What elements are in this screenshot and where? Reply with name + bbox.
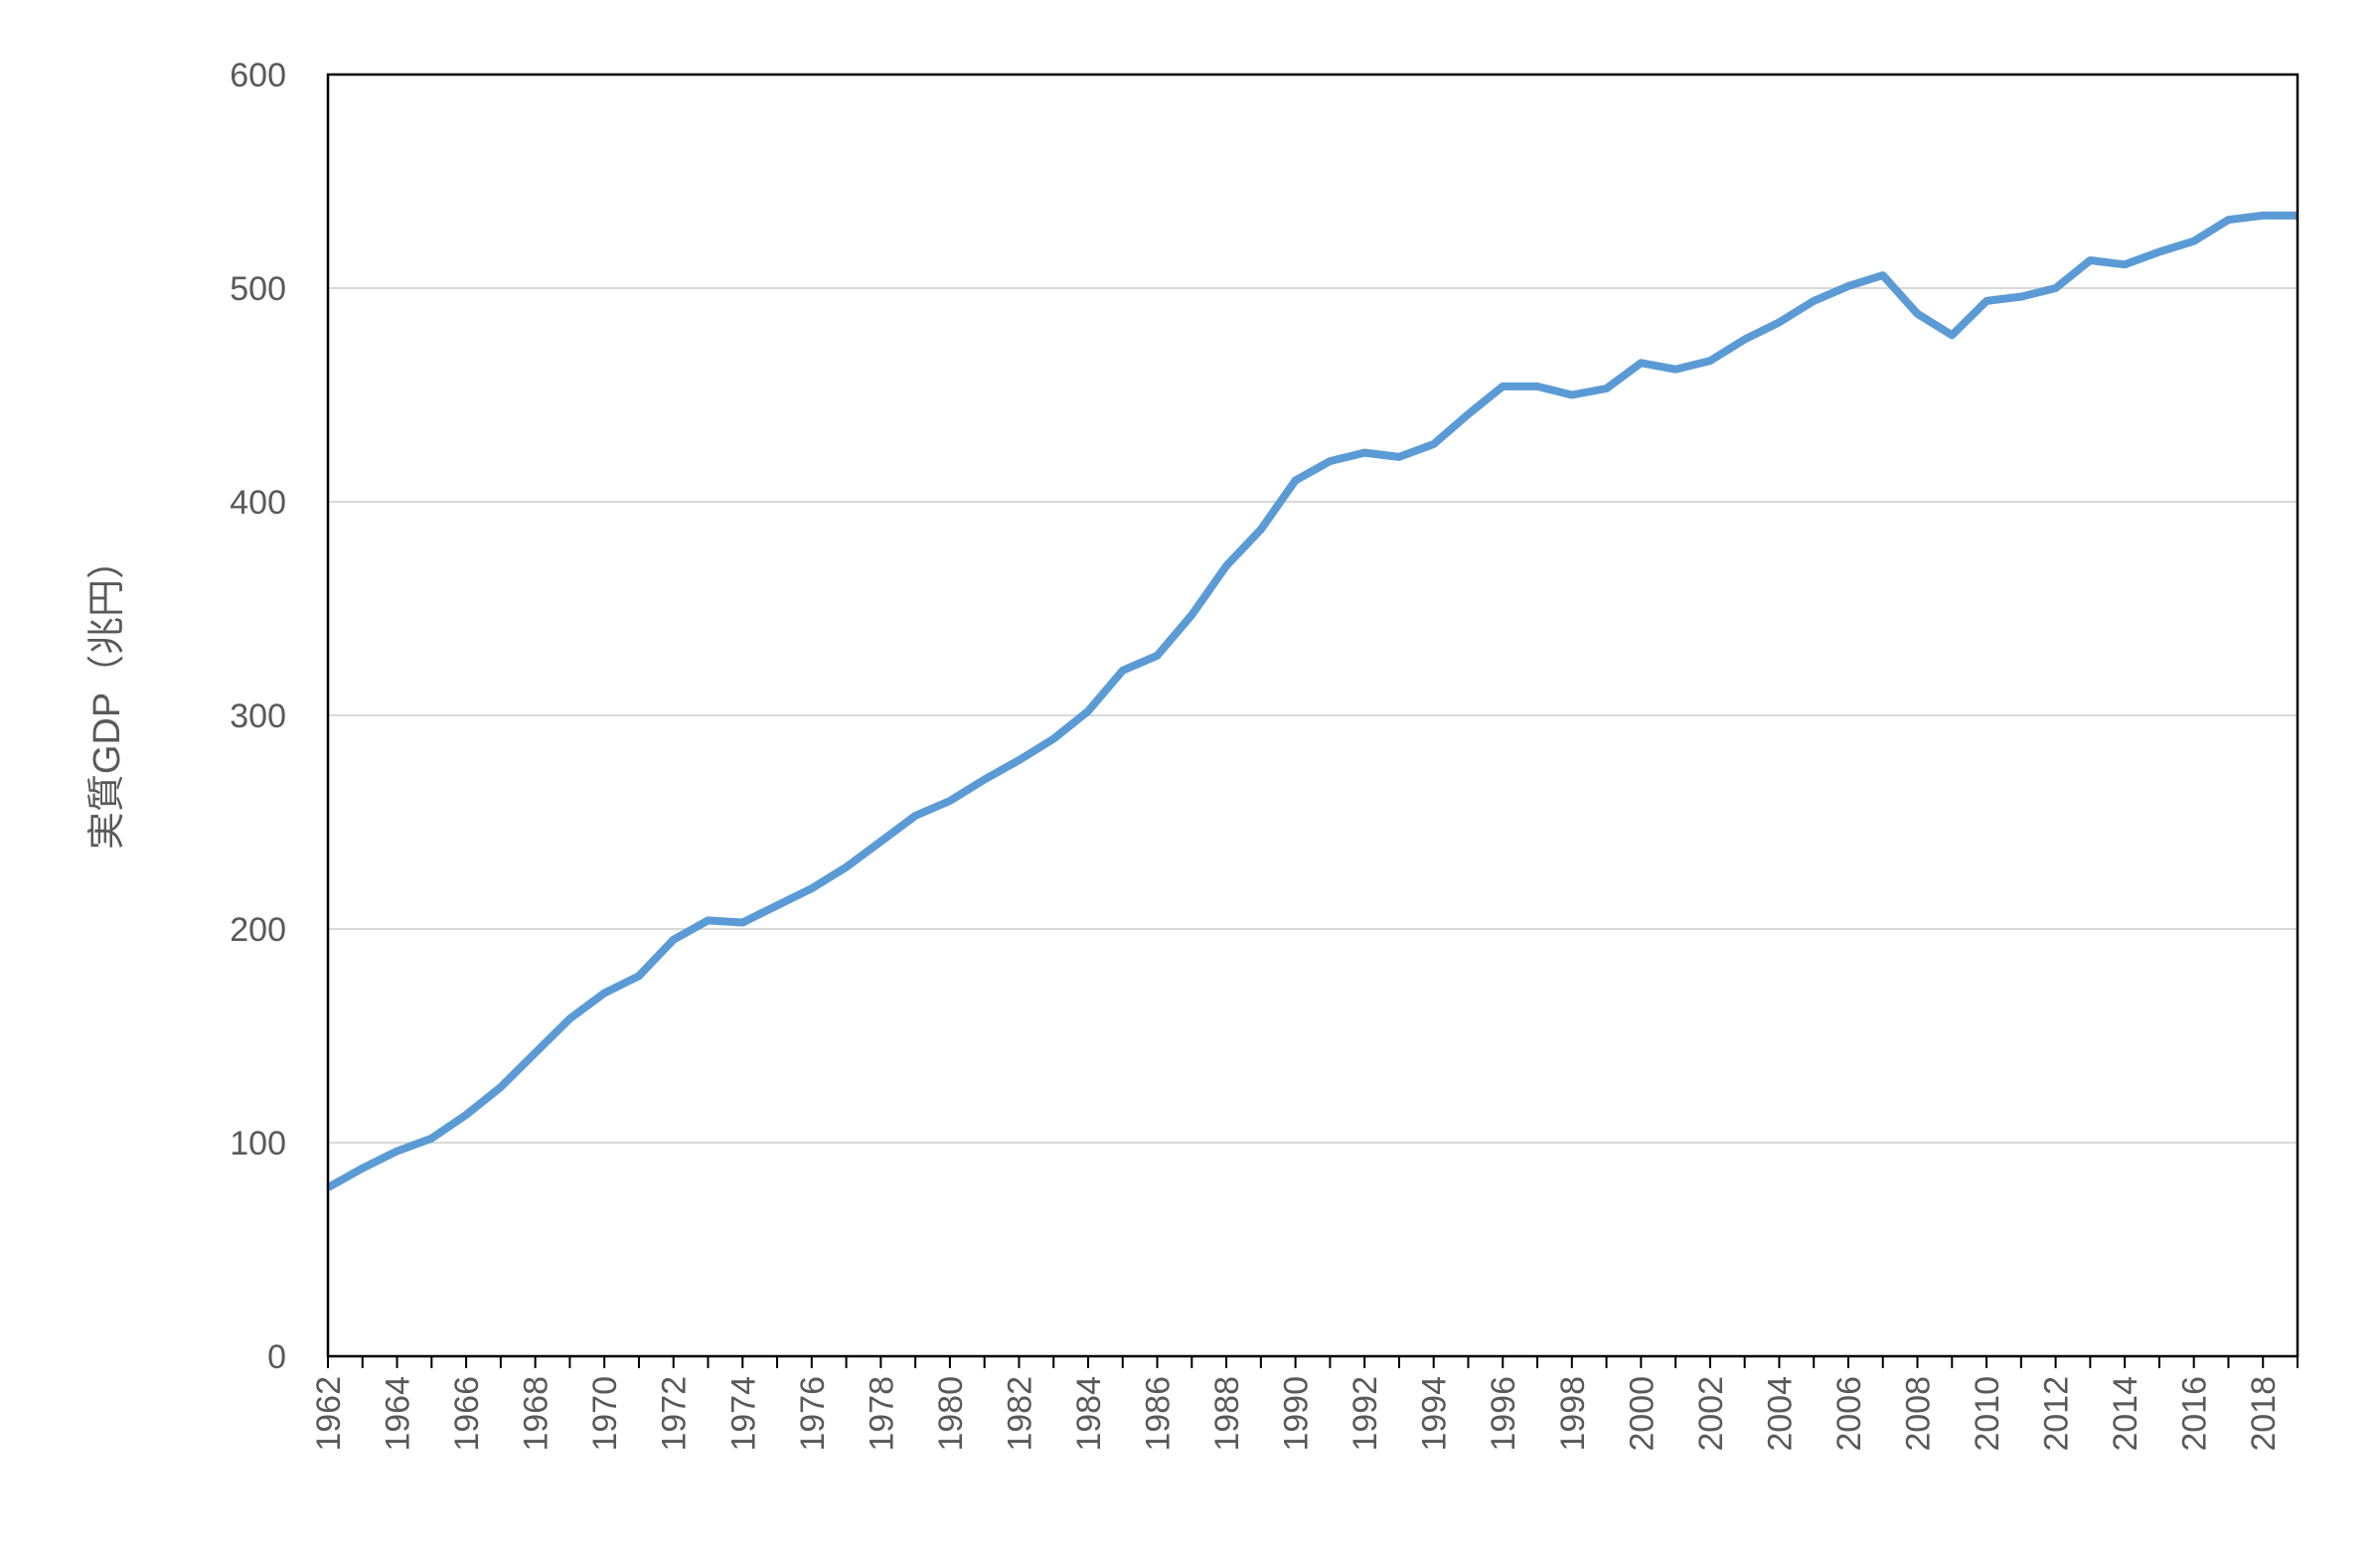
x-tick-label: 1986	[1140, 1376, 1178, 1452]
x-tick-label: 1994	[1416, 1376, 1454, 1452]
x-tick-label: 1964	[380, 1376, 417, 1452]
y-axis-ticks: 0 100 200 300 400 500 600	[230, 57, 286, 1376]
x-tick-label: 1990	[1278, 1376, 1316, 1452]
x-tick-label: 2016	[2176, 1376, 2214, 1452]
y-tick-label: 600	[230, 57, 286, 94]
y-tick-label: 300	[230, 698, 286, 735]
x-tick-label: 2002	[1692, 1376, 1730, 1452]
x-tick-label: 1974	[724, 1376, 762, 1452]
x-tick-label: 1982	[1001, 1376, 1038, 1452]
x-axis-ticks: 1962 1964 1966 1968 1970 1972 1974 1976 1978 1980…	[310, 1356, 2298, 1452]
gridlines	[328, 288, 2298, 1143]
y-tick-label: 400	[230, 484, 286, 522]
x-tick-label: 2014	[2107, 1376, 2144, 1452]
x-tick-label: 2004	[1761, 1376, 1799, 1452]
x-tick-label: 1968	[518, 1376, 555, 1452]
x-tick-label: 1980	[932, 1376, 970, 1452]
x-tick-label: 1978	[863, 1376, 900, 1452]
x-tick-label: 1962	[310, 1376, 348, 1452]
x-tick-label: 2008	[1900, 1376, 1938, 1452]
x-tick-label: 1976	[794, 1376, 832, 1452]
x-tick-label: 1992	[1347, 1376, 1384, 1452]
series-line-0	[328, 216, 2298, 1187]
x-tick-label: 1972	[656, 1376, 694, 1452]
x-tick-label: 2006	[1830, 1376, 1868, 1452]
x-tick-label: 1966	[448, 1376, 486, 1452]
x-tick-label: 2012	[2038, 1376, 2076, 1452]
x-tick-label: 1996	[1485, 1376, 1522, 1452]
x-tick-label: 1984	[1070, 1376, 1108, 1452]
x-tick-label: 2000	[1623, 1376, 1661, 1452]
x-tick-label: 1970	[586, 1376, 624, 1452]
y-tick-label: 200	[230, 911, 286, 949]
series-layer	[328, 216, 2298, 1187]
y-tick-label: 100	[230, 1125, 286, 1162]
x-tick-label: 2010	[1969, 1376, 2006, 1452]
y-tick-label: 0	[267, 1338, 286, 1376]
y-axis-title: 実質GDP（兆円）	[86, 542, 128, 850]
y-tick-label: 500	[230, 270, 286, 308]
x-tick-label: 1988	[1208, 1376, 1246, 1452]
x-tick-label: 1998	[1554, 1376, 1592, 1452]
x-tick-label: 2018	[2245, 1376, 2283, 1452]
